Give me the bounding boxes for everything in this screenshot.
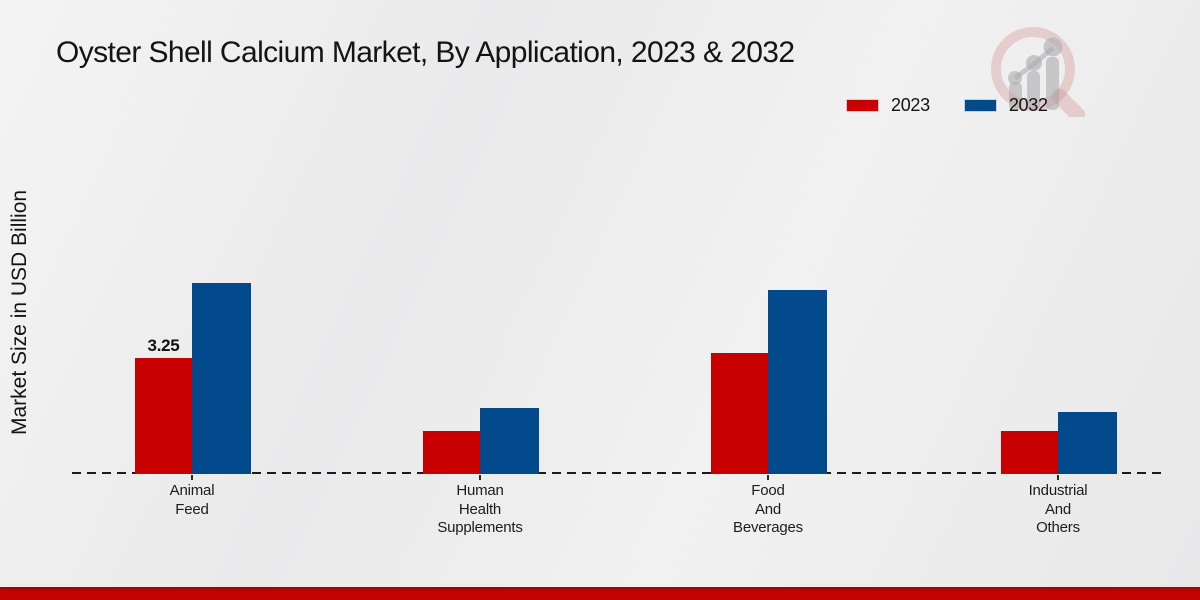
bar-2023-industrial-and-others [1001,431,1058,474]
category-label-animal-feed: Animal Feed [169,482,215,518]
category-label-industrial-and-others: Industrial And Others [1028,482,1088,536]
bar-2023-food-and-beverages [711,353,768,474]
bar-2023-animal-feed [135,358,192,474]
x-axis-tick-animal-feed [191,475,193,480]
footer-accent-band [0,587,1200,600]
x-axis-tick-industrial-and-others [1057,475,1059,480]
legend-swatch-2023 [846,99,879,112]
category-label-food-and-beverages: Food And Beverages [733,482,803,536]
bar-2023-human-health-supplements [423,431,480,474]
legend-label-2023: 2023 [891,95,930,115]
legend-item-2032: 2032 [963,95,1048,116]
legend-swatch-2032 [963,99,997,112]
x-axis-baseline [72,472,1163,474]
bar-2032-human-health-supplements [480,408,539,474]
bar-2032-animal-feed [192,283,251,474]
chart-title: Oyster Shell Calcium Market, By Applicat… [56,36,795,69]
x-axis-tick-human-health-supplements [479,475,481,480]
bar-2032-industrial-and-others [1058,412,1117,474]
x-axis-tick-food-and-beverages [767,475,769,480]
legend-label-2032: 2032 [1008,95,1048,115]
category-label-human-health-supplements: Human Health Supplements [437,482,523,536]
data-label-2023-animal-feed: 3.25 [147,336,180,355]
legend-item-2023: 2023 [846,95,930,116]
bar-2032-food-and-beverages [768,290,827,474]
legend: 2023 2032 [846,95,1048,116]
magnifier-growth-logo-icon [991,27,1085,117]
